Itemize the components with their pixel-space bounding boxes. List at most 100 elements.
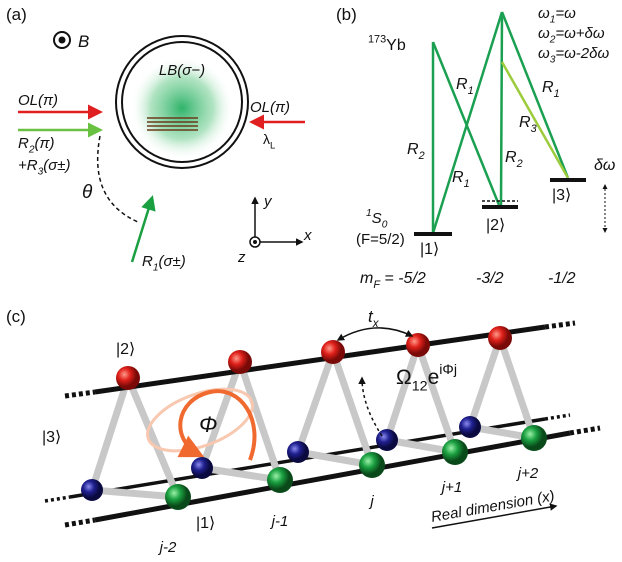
label-part: 3 [531, 123, 537, 135]
site-label: j-1 [270, 513, 289, 530]
transition [433, 12, 502, 233]
atom-blue [459, 416, 481, 438]
coupling-link [298, 352, 333, 452]
label-part: (F=5/2) [356, 231, 405, 248]
atom-green [359, 452, 385, 478]
label-part: OL(π) [18, 92, 58, 109]
label-part: θ [82, 182, 93, 203]
label-part: Ω [396, 366, 412, 389]
transition [501, 12, 502, 205]
rail-end [545, 415, 570, 419]
label-part: R [452, 169, 464, 186]
atom-blue [81, 479, 103, 501]
field-dot [59, 37, 66, 44]
label-part: S [372, 210, 382, 227]
coupling-link [333, 352, 372, 465]
label: 1S0 [366, 208, 388, 231]
atom-green [165, 484, 191, 510]
label: δω [594, 157, 615, 174]
label: ω1=ω [538, 5, 576, 26]
state-label: |2⟩ [486, 217, 505, 234]
mf-label: mF = -5/2 [360, 270, 426, 291]
label: (F=5/2) [356, 231, 405, 248]
label-part: OL(π) [250, 99, 290, 116]
angle-arc [98, 136, 138, 222]
label-part: =ω-2δω [555, 45, 609, 62]
figure: |2⟩|3⟩|1⟩txΩ12eiΦjΦj-2j-1jj+1j+2Real dim… [0, 0, 622, 562]
label-part: -3/2 [476, 270, 504, 287]
label-part: 1 [468, 85, 474, 97]
label-part: 12 [412, 378, 428, 394]
label-part: R [519, 114, 531, 131]
coupling-arrow [362, 378, 382, 436]
atom-red [116, 366, 140, 390]
label-part: =ω+δω [555, 25, 605, 42]
atom-green [267, 467, 293, 493]
atom-red [488, 326, 512, 350]
label: θ [82, 182, 93, 203]
panel-label: (c) [6, 307, 26, 326]
label: tx [368, 307, 380, 330]
site-label: j+2 [516, 465, 539, 482]
coupling-link [92, 378, 128, 490]
label-part: R [505, 149, 517, 166]
label-part: LB(σ−) [159, 62, 205, 79]
label: Φ [199, 412, 217, 437]
label-part: R [542, 79, 554, 96]
coupling-link [128, 378, 178, 497]
label: OL(π) [250, 99, 290, 116]
site-label: j-2 [158, 539, 177, 556]
label-part: R [142, 253, 153, 270]
label: x [303, 227, 312, 244]
label-part: =ω [555, 5, 576, 22]
label-part: 2 [516, 158, 523, 170]
atom-green [442, 439, 468, 465]
label-part: L [270, 140, 275, 151]
label-part: 2 [418, 150, 425, 162]
label: ω2=ω+δω [538, 25, 605, 46]
mf-label: -3/2 [476, 270, 504, 287]
label: R1(σ±) [142, 253, 186, 274]
label-part: e [428, 366, 440, 389]
rail-end [545, 323, 575, 327]
label-part: R [407, 141, 419, 158]
state-label: |3⟩ [552, 187, 571, 204]
panel-label: (a) [6, 5, 27, 24]
label-part: Yb [386, 37, 406, 54]
label-part: iΦj [439, 362, 457, 378]
z-dot [253, 240, 257, 244]
label: 173Yb [368, 33, 406, 54]
atom-blue [287, 441, 309, 463]
label: ω3=ω-2δω [538, 45, 609, 66]
label: |2⟩ [116, 341, 135, 358]
label: LB(σ−) [159, 62, 205, 79]
beam-label: R1 [452, 169, 470, 190]
site-label: j [368, 493, 374, 510]
beam-label: R2 [407, 141, 425, 162]
label-part: (σ±) [159, 253, 186, 270]
label-part: 173 [368, 33, 386, 45]
rail-end [65, 392, 95, 396]
label-part: = -5/2 [380, 270, 426, 287]
label-part: ω [538, 45, 550, 62]
mf-label: -1/2 [548, 270, 576, 287]
label-part: 0 [382, 220, 388, 231]
beam-label: R1 [456, 76, 474, 97]
label: |3⟩ [42, 429, 61, 446]
label-part: R [18, 135, 29, 152]
label: z [237, 249, 246, 266]
coupling-link [470, 338, 500, 427]
label-part: -1/2 [548, 270, 576, 287]
label: B [78, 32, 89, 51]
label: |1⟩ [196, 515, 215, 532]
rail-end [65, 520, 95, 525]
label-part: R [456, 76, 468, 93]
panel-label: (b) [336, 5, 357, 24]
beam-label: R1 [542, 79, 560, 100]
label-part: 1 [554, 88, 560, 100]
atom-red [228, 350, 252, 374]
label-part: m [360, 270, 373, 287]
beam-label: R2 [505, 149, 523, 170]
atom-blue [191, 457, 213, 479]
label: y [263, 193, 273, 210]
